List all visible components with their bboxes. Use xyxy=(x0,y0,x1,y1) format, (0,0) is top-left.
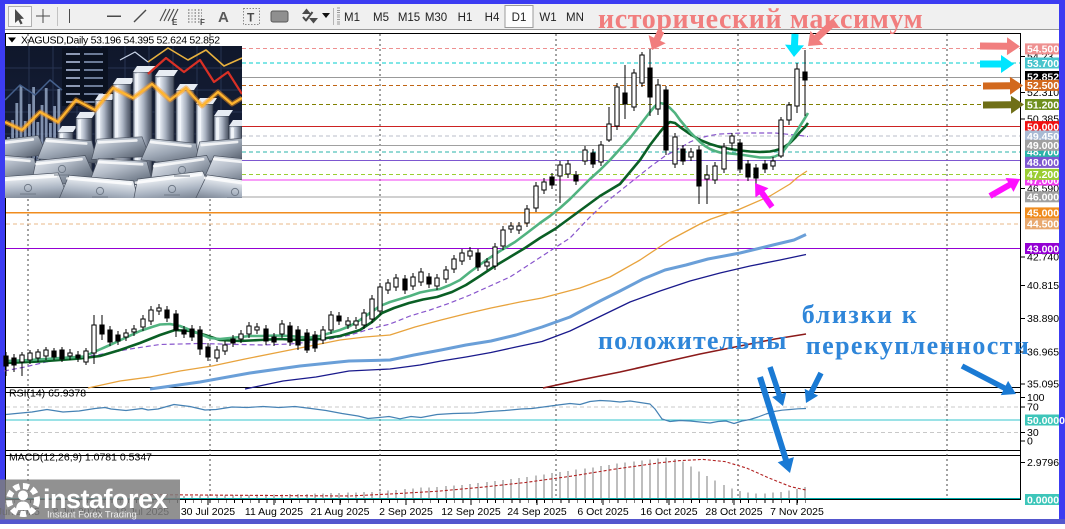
svg-text:M30: M30 xyxy=(425,12,447,24)
svg-text:2 Sep 2025: 2 Sep 2025 xyxy=(379,506,433,518)
svg-text:D1: D1 xyxy=(512,12,527,24)
svg-text:положительны: положительны xyxy=(598,326,788,355)
svg-text:H4: H4 xyxy=(485,12,500,24)
svg-text:0: 0 xyxy=(1027,436,1033,448)
svg-text:E: E xyxy=(172,18,178,27)
svg-text:H1: H1 xyxy=(458,12,473,24)
svg-text:0.0000: 0.0000 xyxy=(1027,494,1059,506)
svg-text:12 Sep 2025: 12 Sep 2025 xyxy=(441,506,501,518)
svg-text:21 Aug 2025: 21 Aug 2025 xyxy=(311,506,370,518)
svg-text:Instant Forex Trading: Instant Forex Trading xyxy=(47,510,137,521)
svg-text:перекупленности: перекупленности xyxy=(806,331,1031,360)
svg-text:35.095: 35.095 xyxy=(1027,379,1059,391)
svg-text:близки к: близки к xyxy=(802,300,919,329)
svg-text:100: 100 xyxy=(1027,392,1045,404)
svg-text:46.000: 46.000 xyxy=(1027,192,1059,204)
svg-text:M1: M1 xyxy=(344,12,360,24)
svg-text:MACD(12,26,9) 1.0781 0.5347: MACD(12,26,9) 1.0781 0.5347 xyxy=(9,452,152,464)
svg-text:M5: M5 xyxy=(373,12,389,24)
svg-text:MN: MN xyxy=(566,12,584,24)
svg-text:50.0000: 50.0000 xyxy=(1027,415,1065,427)
svg-text:52.500: 52.500 xyxy=(1027,80,1059,92)
svg-text:M15: M15 xyxy=(398,12,420,24)
svg-text:48.000: 48.000 xyxy=(1027,157,1059,169)
svg-text:50.000: 50.000 xyxy=(1027,121,1059,133)
svg-text:XAGUSD,Daily 53.196 54.395 52: XAGUSD,Daily 53.196 54.395 52.624 52.852 xyxy=(21,35,220,47)
svg-text:47.200: 47.200 xyxy=(1027,169,1059,181)
svg-text:RSI(14) 65.9378: RSI(14) 65.9378 xyxy=(9,388,86,400)
svg-text:30: 30 xyxy=(1027,427,1039,439)
svg-text:7 Nov 2025: 7 Nov 2025 xyxy=(770,506,824,518)
svg-text:T: T xyxy=(247,11,255,25)
svg-text:исторический максимум: исторический максимум xyxy=(598,4,923,35)
svg-text:40.815: 40.815 xyxy=(1027,280,1059,292)
svg-text:11 Aug 2025: 11 Aug 2025 xyxy=(245,506,303,518)
svg-text:instaforex: instaforex xyxy=(43,484,168,514)
svg-text:51.200: 51.200 xyxy=(1027,99,1059,111)
svg-text:70: 70 xyxy=(1027,402,1039,414)
svg-text:16 Oct 2025: 16 Oct 2025 xyxy=(640,506,697,518)
svg-text:42.740: 42.740 xyxy=(1027,252,1059,264)
svg-text:6 Oct 2025: 6 Oct 2025 xyxy=(577,506,629,518)
svg-text:28 Oct 2025: 28 Oct 2025 xyxy=(705,506,762,518)
svg-text:A: A xyxy=(218,9,229,26)
svg-text:53.700: 53.700 xyxy=(1027,58,1059,70)
svg-text:36.965: 36.965 xyxy=(1027,347,1059,359)
svg-text:30 Jul 2025: 30 Jul 2025 xyxy=(181,506,235,518)
svg-text:49.000: 49.000 xyxy=(1027,140,1059,152)
svg-text:44.500: 44.500 xyxy=(1027,219,1059,231)
svg-text:45.000: 45.000 xyxy=(1027,208,1059,220)
svg-text:38.890: 38.890 xyxy=(1027,313,1059,325)
svg-text:F: F xyxy=(200,18,205,27)
svg-text:54.500: 54.500 xyxy=(1027,44,1059,56)
svg-text:W1: W1 xyxy=(539,12,556,24)
svg-text:43.000: 43.000 xyxy=(1027,243,1059,255)
svg-text:2.9796: 2.9796 xyxy=(1027,457,1059,469)
svg-text:24 Sep 2025: 24 Sep 2025 xyxy=(507,506,567,518)
